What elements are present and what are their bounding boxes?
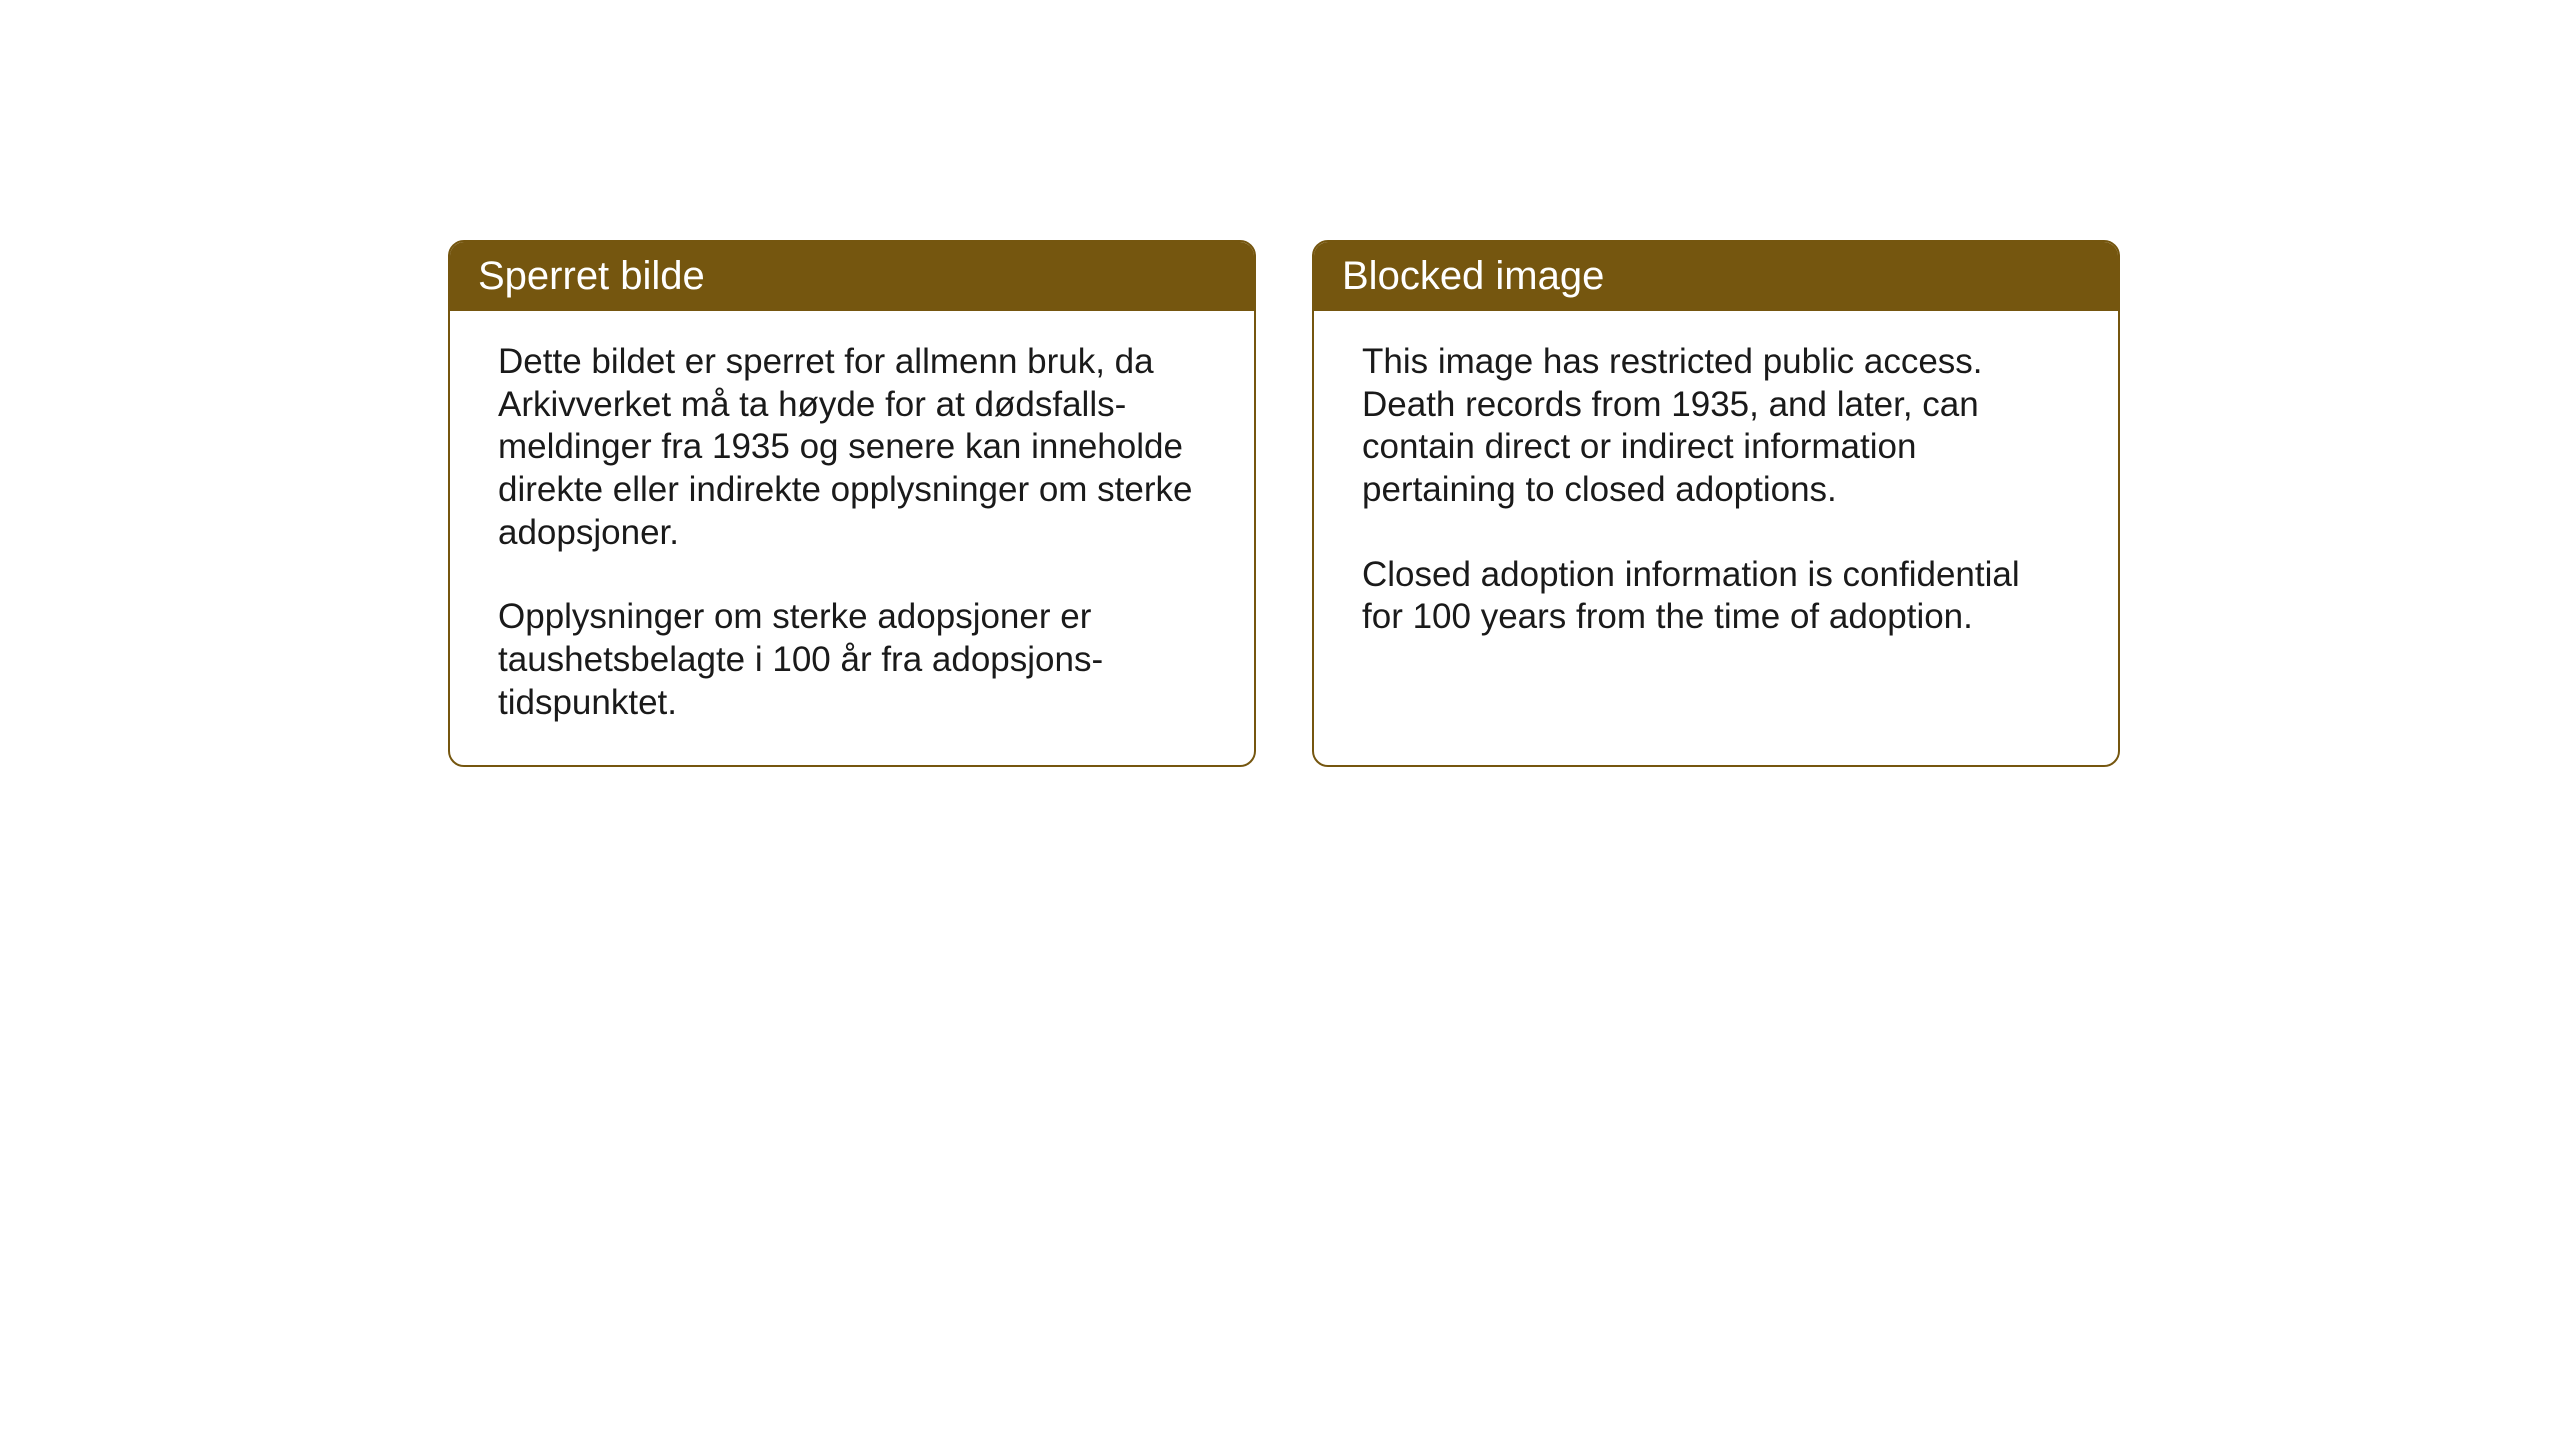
english-paragraph-1: This image has restricted public access.… [1362,341,2070,512]
english-notice-box: Blocked image This image has restricted … [1312,240,2120,767]
english-notice-body: This image has restricted public access.… [1314,311,2118,679]
norwegian-notice-title: Sperret bilde [450,242,1254,311]
english-notice-title: Blocked image [1314,242,2118,311]
norwegian-notice-body: Dette bildet er sperret for allmenn bruk… [450,311,1254,765]
norwegian-paragraph-2: Opplysninger om sterke adopsjoner er tau… [498,596,1206,724]
norwegian-paragraph-1: Dette bildet er sperret for allmenn bruk… [498,341,1206,554]
notice-container: Sperret bilde Dette bildet er sperret fo… [448,240,2120,767]
english-paragraph-2: Closed adoption information is confident… [1362,554,2070,639]
norwegian-notice-box: Sperret bilde Dette bildet er sperret fo… [448,240,1256,767]
